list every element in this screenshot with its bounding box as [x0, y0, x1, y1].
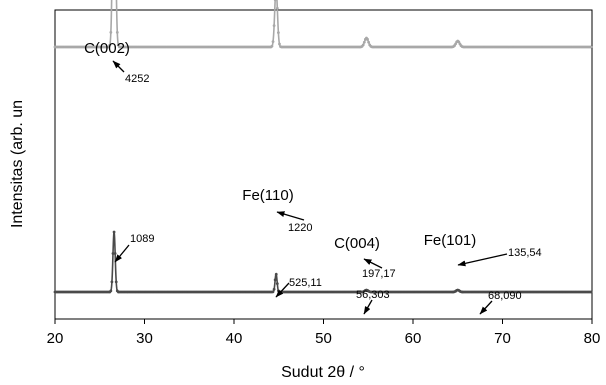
- x-tick-label: 60: [405, 330, 422, 347]
- series-point: [367, 40, 371, 44]
- series-point: [108, 43, 112, 47]
- series-line-1: [55, 0, 592, 48]
- x-axis-ticks: 20 30 40 50 60 70 80: [47, 319, 601, 347]
- series-point: [361, 43, 365, 47]
- peak-label-fe101: Fe(101): [424, 232, 477, 249]
- series-point: [271, 290, 275, 294]
- series-point: [109, 30, 113, 34]
- series-point: [589, 290, 593, 294]
- value-label-56-303: 56,303: [356, 289, 390, 301]
- peak-label-c004: C(004): [334, 235, 380, 252]
- x-tick-label: 30: [136, 330, 153, 347]
- arrow-197-17: [363, 258, 383, 269]
- x-tick-label: 80: [584, 330, 601, 347]
- series-layer: [53, 0, 593, 294]
- arrow-1089: [114, 244, 130, 263]
- arrow-525-11: [275, 282, 290, 298]
- series-point: [273, 0, 277, 2]
- series-point: [278, 42, 281, 46]
- x-tick-label: 50: [315, 330, 332, 347]
- series-point: [112, 230, 116, 234]
- peak-label-c002: C(002): [84, 40, 130, 57]
- value-label-68-090: 68,090: [488, 290, 522, 302]
- series-point: [275, 6, 279, 10]
- series-point: [109, 289, 113, 293]
- series-point: [275, 282, 279, 286]
- series-point: [276, 31, 280, 35]
- value-label-1220: 1220: [288, 222, 312, 234]
- series-point: [273, 278, 277, 282]
- arrow-135-54: [457, 253, 508, 267]
- annotation-arrows: [112, 60, 508, 315]
- series-point: [272, 24, 276, 28]
- x-tick-label: 70: [494, 330, 511, 347]
- value-label-525-11: 525,11: [289, 277, 322, 289]
- peak-label-fe110: Fe(110): [242, 187, 293, 204]
- series-point: [115, 30, 119, 34]
- series-point: [114, 280, 118, 284]
- arrow-4252: [112, 60, 125, 73]
- series-point: [366, 37, 369, 41]
- y-axis-title: Intensitas (arb. un: [9, 100, 26, 228]
- series-point: [111, 252, 115, 255]
- series-point: [274, 272, 278, 276]
- series-point: [271, 40, 275, 44]
- x-tick-label: 40: [226, 330, 243, 347]
- plot-frame: [54, 9, 593, 320]
- value-label-4252: 4252: [125, 73, 149, 85]
- series-point: [362, 40, 366, 44]
- value-label-1089: 1089: [130, 233, 154, 245]
- value-label-197-17: 197,17: [362, 268, 396, 280]
- arrow-1220: [276, 211, 305, 221]
- series-markers-1: [53, 0, 593, 49]
- x-tick-label: 20: [47, 330, 64, 347]
- value-label-135-54: 135,54: [508, 247, 542, 259]
- x-axis-title: Sudut 2θ / °: [281, 364, 365, 381]
- series-point: [110, 280, 114, 284]
- series-point: [113, 252, 117, 255]
- series-point: [272, 287, 276, 291]
- series-point: [589, 45, 593, 49]
- arrow-56-303: [363, 299, 373, 315]
- arrow-68-090: [479, 300, 493, 315]
- series-point: [270, 44, 274, 48]
